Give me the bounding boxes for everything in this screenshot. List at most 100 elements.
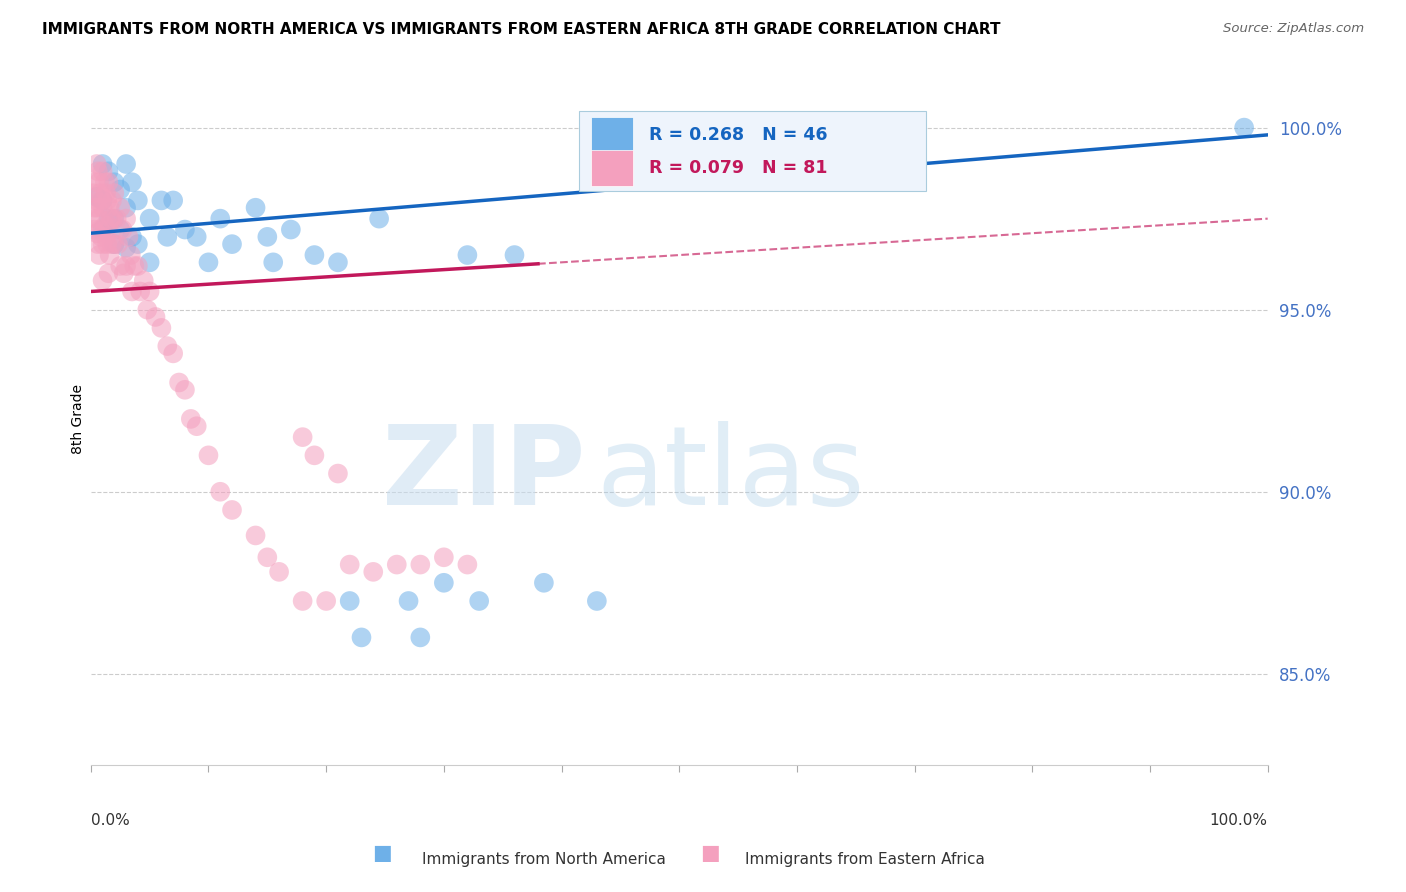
Point	[138, 255, 160, 269]
Point	[398, 594, 420, 608]
Point	[90, 230, 112, 244]
Point	[121, 175, 143, 189]
Point	[97, 266, 120, 280]
Point	[87, 164, 110, 178]
Point	[197, 255, 219, 269]
Point	[91, 164, 114, 178]
Point	[174, 383, 197, 397]
Point	[150, 194, 173, 208]
Point	[503, 248, 526, 262]
Point	[103, 237, 125, 252]
Point	[110, 259, 132, 273]
Point	[105, 211, 128, 226]
Point	[89, 222, 111, 236]
Point	[162, 194, 184, 208]
Point	[103, 211, 125, 226]
Point	[83, 201, 105, 215]
Point	[186, 230, 208, 244]
Point	[89, 186, 111, 201]
Point	[82, 186, 104, 201]
Point	[103, 186, 125, 201]
Text: ■: ■	[373, 843, 392, 863]
FancyBboxPatch shape	[591, 117, 633, 153]
Point	[121, 230, 143, 244]
Point	[83, 222, 105, 236]
Point	[468, 594, 491, 608]
Point	[94, 230, 117, 244]
Point	[262, 255, 284, 269]
Point	[91, 157, 114, 171]
Point	[103, 175, 125, 189]
Point	[136, 302, 159, 317]
Text: ■: ■	[700, 843, 720, 863]
Point	[162, 346, 184, 360]
Text: Immigrants from North America: Immigrants from North America	[422, 852, 665, 867]
Point	[107, 237, 129, 252]
Point	[132, 274, 155, 288]
Point	[269, 565, 291, 579]
Point	[150, 321, 173, 335]
Point	[156, 230, 179, 244]
Point	[94, 219, 117, 233]
Point	[197, 448, 219, 462]
Point	[167, 376, 190, 390]
Point	[97, 164, 120, 178]
Point	[115, 201, 138, 215]
Text: atlas: atlas	[598, 421, 865, 528]
Point	[361, 565, 384, 579]
Point	[110, 201, 132, 215]
Point	[174, 222, 197, 236]
Point	[209, 211, 232, 226]
Text: ZIP: ZIP	[381, 421, 585, 528]
Point	[96, 237, 118, 252]
Point	[433, 550, 456, 565]
Point	[121, 285, 143, 299]
Point	[127, 259, 149, 273]
Point	[145, 310, 167, 324]
Point	[86, 226, 108, 240]
Point	[385, 558, 408, 572]
Point	[368, 211, 391, 226]
Point	[256, 550, 278, 565]
Point	[87, 175, 110, 189]
Point	[315, 594, 337, 608]
Text: R = 0.268   N = 46: R = 0.268 N = 46	[648, 126, 827, 144]
Point	[304, 248, 326, 262]
Point	[245, 528, 267, 542]
Point	[97, 211, 120, 226]
Point	[138, 285, 160, 299]
Point	[180, 412, 202, 426]
Point	[115, 157, 138, 171]
Point	[84, 175, 107, 189]
Point	[291, 594, 314, 608]
Point	[100, 211, 122, 226]
Point	[94, 175, 117, 189]
Point	[87, 248, 110, 262]
Text: 0.0%: 0.0%	[91, 814, 129, 829]
Point	[256, 230, 278, 244]
Point	[433, 575, 456, 590]
Point	[94, 186, 117, 201]
Point	[98, 201, 121, 215]
Y-axis label: 8th Grade: 8th Grade	[72, 384, 86, 454]
Point	[120, 248, 142, 262]
Point	[1233, 120, 1256, 135]
Text: 100.0%: 100.0%	[1209, 814, 1268, 829]
Point	[138, 211, 160, 226]
Point	[87, 201, 110, 215]
Point	[115, 259, 138, 273]
Point	[87, 211, 110, 226]
Point	[110, 182, 132, 196]
Point	[129, 285, 152, 299]
Point	[117, 230, 139, 244]
Point	[101, 211, 124, 226]
Point	[115, 241, 138, 255]
Point	[115, 211, 138, 226]
Point	[127, 237, 149, 252]
Point	[86, 190, 108, 204]
Point	[91, 237, 114, 252]
Point	[101, 194, 124, 208]
Point	[90, 194, 112, 208]
Point	[456, 558, 478, 572]
Point	[91, 194, 114, 208]
